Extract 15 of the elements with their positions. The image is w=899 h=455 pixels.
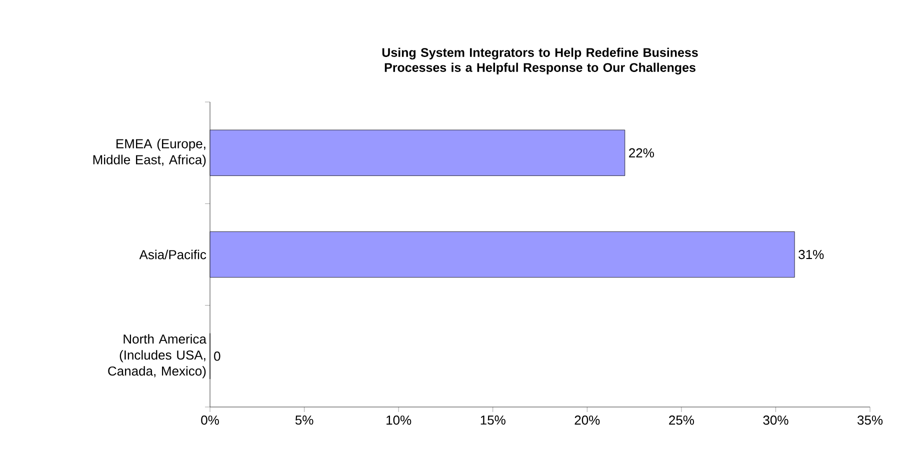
data-label: 31% (798, 250, 824, 260)
x-tick-label: 30% (763, 416, 788, 425)
y-tick-label: Asia/Pacific (139, 250, 206, 260)
x-tick-label: 25% (669, 416, 694, 425)
data-label: 22% (629, 148, 654, 158)
x-tick-label: 35% (858, 416, 883, 425)
chart-title: Using System Integrators to Help Redefine Business Processes is a Helpful Response to Our Challenges (382, 48, 698, 74)
x-tick-label: 5% (295, 416, 314, 425)
x-tick-label: 10% (386, 416, 412, 425)
x-tick-label: 0% (201, 416, 219, 425)
y-tick-label: North America (Includes USA, Canada, Mexico) (108, 334, 206, 378)
y-tick-label: EMEA (Europe, Middle East, Africa) (93, 138, 206, 167)
x-tick-label: 15% (480, 416, 506, 425)
data-label: 0 (214, 352, 220, 361)
x-tick-label: 20% (574, 416, 600, 425)
